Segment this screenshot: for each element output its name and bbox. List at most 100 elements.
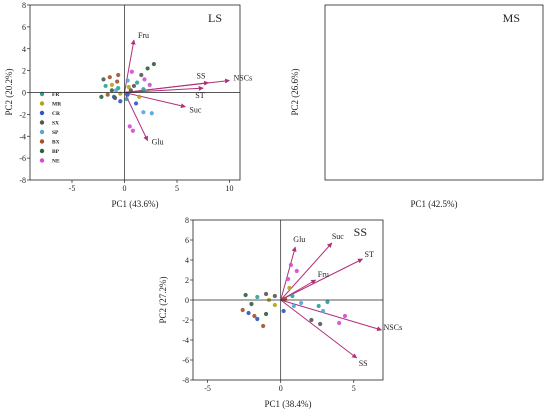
score-point (263, 311, 269, 317)
vector-label: Suc (332, 232, 344, 241)
loading-vector-suc (280, 242, 333, 301)
loading-vector-glu (280, 246, 297, 301)
legend-swatch (39, 110, 45, 116)
y-tick-label: 0 (185, 296, 189, 305)
score-point (249, 301, 254, 307)
y-tick-label: -8 (19, 176, 26, 185)
x-tick-label: 5 (352, 384, 356, 393)
score-point (103, 83, 108, 89)
score-point (139, 72, 144, 78)
score-point (337, 320, 342, 326)
loading-vector-st (280, 258, 363, 301)
loading-vector-fru (280, 279, 317, 301)
x-tick-label: -5 (204, 384, 211, 393)
vector-label: NSCs (234, 73, 253, 82)
legend-label: FR (52, 92, 60, 98)
score-point (272, 293, 277, 299)
score-point (291, 303, 296, 309)
score-point (261, 323, 266, 329)
loading-vector-suc (124, 92, 186, 109)
y-tick-label: 4 (185, 256, 189, 265)
vector-label: Fru (318, 270, 329, 279)
score-point (99, 94, 104, 99)
score-point (127, 124, 132, 129)
score-point (145, 66, 150, 71)
vector-label: ST (195, 91, 204, 100)
score-point (309, 317, 314, 323)
score-point (109, 82, 114, 87)
score-point (255, 316, 260, 322)
score-point (129, 69, 134, 74)
vector-label: Fru (138, 31, 149, 40)
score-point (133, 101, 139, 106)
x-tick-label: 10 (226, 184, 234, 193)
loading-vector-nscs (124, 78, 230, 93)
score-point (299, 300, 304, 306)
x-tick-label: 5 (175, 184, 179, 193)
loading-vector-glu (124, 92, 149, 142)
y-tick-label: 0 (22, 89, 26, 98)
score-point (325, 299, 330, 305)
score-point (130, 128, 135, 133)
legend-swatch (39, 148, 45, 154)
score-point (318, 321, 323, 327)
score-point (114, 88, 119, 93)
y-axis-label: PC2 (27.2%) (158, 276, 168, 323)
score-point (135, 80, 140, 85)
score-point (320, 308, 326, 314)
axis-ticks: -5 0 5 10 -8 -6 -4 -2 0 2 4 6 8 (19, 1, 233, 193)
score-point (316, 303, 321, 309)
score-point (240, 307, 245, 313)
y-axis-label: PC2 (26.6%) (290, 68, 300, 115)
legend-label: NE (52, 159, 60, 165)
score-point (141, 110, 146, 115)
y-tick-label: 2 (22, 67, 26, 76)
score-point (125, 92, 130, 97)
legend-swatch (39, 139, 45, 144)
legend: FR MR CR SX SP BX BP NE (39, 91, 62, 165)
legend-label: CR (52, 111, 61, 117)
score-point (287, 285, 292, 291)
y-tick-label: -6 (19, 154, 26, 163)
y-tick-label: 2 (185, 276, 189, 285)
score-point (131, 83, 137, 89)
y-tick-label: -4 (182, 336, 189, 345)
loading-vector-nscs (280, 299, 383, 332)
y-tick-label: -8 (182, 376, 189, 385)
score-point (128, 88, 133, 93)
vector-label: ST (365, 250, 374, 259)
score-point (107, 75, 112, 80)
legend-label: MR (52, 102, 62, 108)
score-point (137, 94, 142, 99)
score-point (118, 99, 123, 104)
panel-title: MS (503, 11, 520, 25)
vector-label: SS (197, 72, 206, 81)
legend-swatch (39, 91, 45, 97)
x-tick-label: -5 (69, 184, 76, 193)
vector-label: SS (359, 359, 368, 368)
y-tick-label: -6 (182, 356, 189, 365)
score-point (116, 72, 121, 78)
plot-frame (192, 219, 384, 381)
score-point (246, 310, 251, 316)
panel-title: SS (354, 225, 367, 239)
score-point (294, 268, 299, 274)
panel-ms: Glu Suc ST Fru NSCs SS -5 0 5 -8 -6 -4 -2 0 2 4 6 8 MS P… (182, 4, 544, 393)
y-tick-label: 6 (22, 23, 26, 32)
panel-ls: Fru SS NSCs ST Suc Glu -5 0 5 10 -8 -6 -4 -2 0 2 4 6 8 FR… (4, 1, 252, 209)
score-point (126, 84, 131, 90)
score-point (142, 77, 147, 82)
x-tick-label: 0 (123, 184, 127, 193)
y-tick-label: -2 (19, 110, 26, 119)
score-points (99, 61, 156, 133)
score-point (252, 313, 257, 319)
score-point (105, 92, 110, 97)
score-point (115, 79, 120, 84)
score-point (282, 296, 288, 302)
y-tick-label: 8 (22, 1, 26, 10)
y-tick-label: -2 (182, 316, 189, 325)
x-axis-label: PC1 (38.4%) (265, 399, 312, 409)
legend-swatch (39, 129, 45, 135)
y-tick-label: 6 (185, 236, 189, 245)
